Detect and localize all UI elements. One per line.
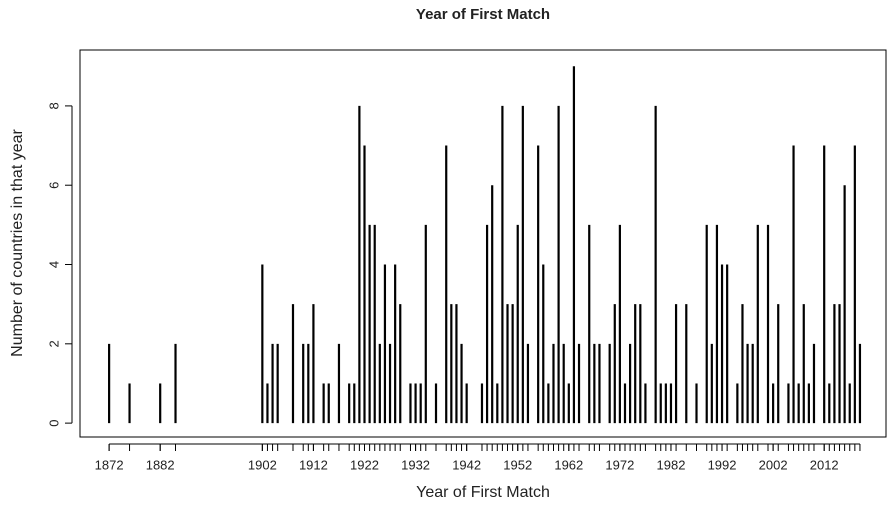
x-tick-label: 1882 — [146, 457, 175, 472]
x-tick-label: 1932 — [401, 457, 430, 472]
x-tick-label: 1942 — [452, 457, 481, 472]
y-tick-label: 0 — [46, 420, 61, 427]
y-tick-label: 4 — [46, 261, 61, 268]
x-tick-label: 1902 — [248, 457, 277, 472]
x-tick-label: 2012 — [810, 457, 839, 472]
x-tick-label: 2002 — [759, 457, 788, 472]
plot-box — [79, 49, 887, 438]
x-tick-label: 1952 — [503, 457, 532, 472]
chart-title: Year of First Match — [416, 6, 550, 23]
x-tick-label: 1872 — [95, 457, 124, 472]
y-axis-title: Number of countries in that year — [9, 129, 26, 357]
x-tick-label: 1982 — [657, 457, 686, 472]
y-tick-label: 2 — [46, 340, 61, 347]
y-tick-label: 6 — [46, 182, 61, 189]
y-tick-label: 8 — [46, 102, 61, 109]
x-tick-label: 1962 — [554, 457, 583, 472]
x-tick-label: 1972 — [605, 457, 634, 472]
x-axis-title: Year of First Match — [416, 484, 550, 501]
x-tick-label: 1922 — [350, 457, 379, 472]
x-tick-label: 1992 — [708, 457, 737, 472]
x-tick-label: 1912 — [299, 457, 328, 472]
